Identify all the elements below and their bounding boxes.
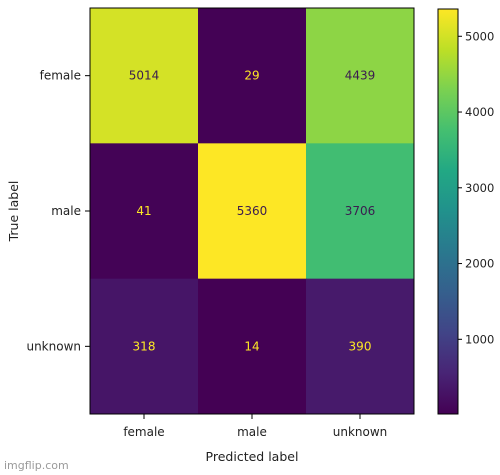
heatmap-cell xyxy=(90,278,199,415)
x-axis-ticks: female male unknown xyxy=(123,414,387,439)
heatmap-cell xyxy=(306,8,415,144)
heatmap-cell xyxy=(306,143,415,280)
x-tick-label: female xyxy=(123,425,164,439)
colorbar-ticks: 1000 2000 3000 4000 5000 xyxy=(458,29,494,346)
colorbar-tick-label: 1000 xyxy=(465,332,494,346)
cell-value-label: 41 xyxy=(136,204,151,218)
cell-value-label: 3706 xyxy=(345,204,376,218)
colorbar-tick-label: 4000 xyxy=(465,105,494,119)
heatmap-cell xyxy=(198,143,307,280)
heatmap-cell xyxy=(90,143,199,280)
y-tick-label: unknown xyxy=(26,339,81,353)
heatmap-cell xyxy=(90,8,199,144)
cell-value-label: 318 xyxy=(133,339,156,353)
colorbar xyxy=(437,8,459,415)
heatmap-cells xyxy=(90,8,415,415)
cell-value-label: 5014 xyxy=(129,69,160,83)
y-tick-label: male xyxy=(51,204,81,218)
cell-value-label: 5360 xyxy=(237,204,268,218)
cell-value-label: 390 xyxy=(349,339,372,353)
heatmap-cell xyxy=(198,278,307,415)
heatmap-cell xyxy=(306,278,415,415)
heatmap-cell xyxy=(198,8,307,144)
cell-value-label: 29 xyxy=(244,69,259,83)
watermark-text: imgflip.com xyxy=(4,459,69,472)
colorbar-tick-label: 5000 xyxy=(465,29,494,43)
x-tick-label: unknown xyxy=(333,425,388,439)
y-tick-label: female xyxy=(40,69,81,83)
heatmap-cell-labels: 5014 29 4439 41 5360 3706 318 14 390 xyxy=(129,69,376,354)
cell-value-label: 4439 xyxy=(345,69,376,83)
x-axis-title: Predicted label xyxy=(206,449,299,464)
x-tick-label: male xyxy=(237,425,267,439)
colorbar-tick-label: 3000 xyxy=(465,181,494,195)
y-axis-ticks: female male unknown xyxy=(26,69,90,353)
y-axis-title: True label xyxy=(6,181,21,243)
cell-value-label: 14 xyxy=(244,339,259,353)
colorbar-tick-label: 2000 xyxy=(465,257,494,271)
